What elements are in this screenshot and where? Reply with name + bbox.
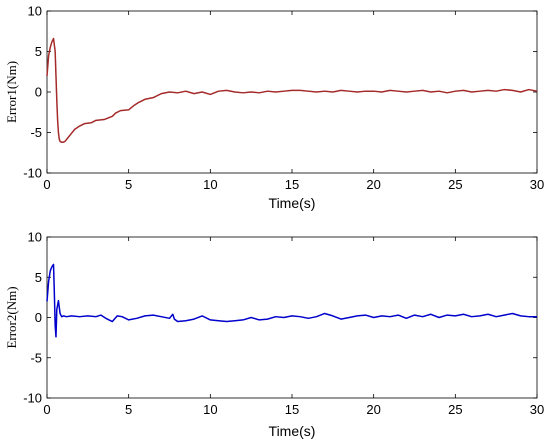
x-tick-label: 30 xyxy=(530,177,544,192)
axes-frame xyxy=(46,236,538,399)
x-axis-label: Time(s) xyxy=(269,195,316,211)
x-tick-label: 15 xyxy=(285,402,299,417)
y-tick-label: 5 xyxy=(35,44,42,59)
x-tick-label: 20 xyxy=(366,177,380,192)
x-tick-label: 25 xyxy=(448,402,462,417)
y-tick-label: 0 xyxy=(35,310,42,325)
y-tick-label: -5 xyxy=(30,350,42,365)
series-line-0 xyxy=(46,37,538,143)
plot-error1: 0 5 10 15 20 25 30 10 5 0 -5 -10 Time(s) Error1(Nm) xyxy=(4,4,544,212)
axes-frame xyxy=(46,10,538,174)
y-axis-label: Error1(Nm) xyxy=(4,61,19,123)
x-tick-label: 10 xyxy=(203,177,217,192)
y-tick-label: 0 xyxy=(35,85,42,100)
y-tick-label: 10 xyxy=(28,230,42,245)
x-tick-label: 15 xyxy=(285,177,299,192)
plot-error2: 0 5 10 15 20 25 30 10 5 0 -5 -10 Time(s) Error2(Nm) xyxy=(4,230,544,440)
x-tick-label: 20 xyxy=(366,402,380,417)
y-tick-label: -10 xyxy=(23,391,42,406)
x-tick-label: 30 xyxy=(530,402,544,417)
y-tick-label: 10 xyxy=(28,4,42,19)
x-tick-label: 5 xyxy=(125,177,132,192)
x-tick-label: 0 xyxy=(43,402,50,417)
y-axis-label: Error2(Nm) xyxy=(4,286,19,348)
x-tick-label: 25 xyxy=(448,177,462,192)
x-axis-label: Time(s) xyxy=(269,423,316,439)
x-tick-label: 5 xyxy=(125,402,132,417)
x-tick-label: 10 xyxy=(203,402,217,417)
x-tick-label: 0 xyxy=(43,177,50,192)
y-tick-label: 5 xyxy=(35,270,42,285)
y-tick-label: -5 xyxy=(30,125,42,140)
series-line-0 xyxy=(46,263,537,338)
y-tick-label: -10 xyxy=(23,166,42,181)
